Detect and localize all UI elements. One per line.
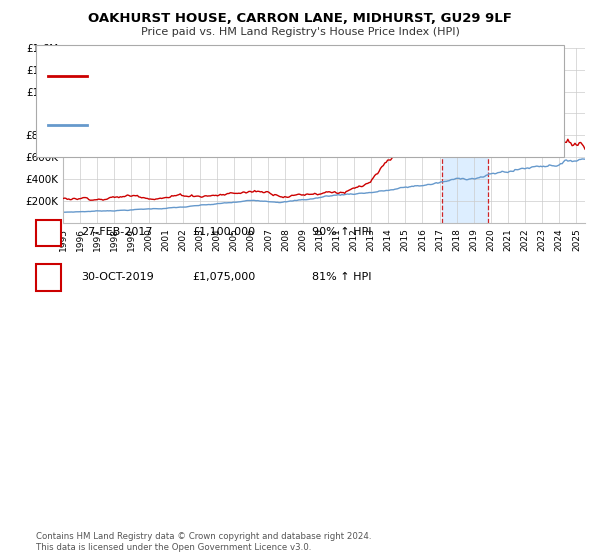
Text: OAKHURST HOUSE, CARRON LANE, MIDHURST, GU29 9LF (detached house): OAKHURST HOUSE, CARRON LANE, MIDHURST, G… <box>93 71 463 81</box>
Text: £1,100,000: £1,100,000 <box>192 227 255 237</box>
Text: 81% ↑ HPI: 81% ↑ HPI <box>312 272 371 282</box>
Text: HPI: Average price, detached house, Chichester: HPI: Average price, detached house, Chic… <box>93 120 326 130</box>
Text: £1,075,000: £1,075,000 <box>192 272 255 282</box>
Text: OAKHURST HOUSE, CARRON LANE, MIDHURST, GU29 9LF: OAKHURST HOUSE, CARRON LANE, MIDHURST, G… <box>88 12 512 25</box>
Text: Price paid vs. HM Land Registry's House Price Index (HPI): Price paid vs. HM Land Registry's House … <box>140 27 460 37</box>
Bar <box>442 48 488 223</box>
Text: 27-FEB-2017: 27-FEB-2017 <box>81 227 152 237</box>
Text: 1: 1 <box>446 86 453 96</box>
Text: 2: 2 <box>492 88 500 99</box>
Text: 2: 2 <box>45 272 52 282</box>
Text: 30-OCT-2019: 30-OCT-2019 <box>81 272 154 282</box>
Text: 1: 1 <box>45 227 52 237</box>
Text: Contains HM Land Registry data © Crown copyright and database right 2024.
This d: Contains HM Land Registry data © Crown c… <box>36 532 371 552</box>
Text: 90% ↑ HPI: 90% ↑ HPI <box>312 227 371 237</box>
